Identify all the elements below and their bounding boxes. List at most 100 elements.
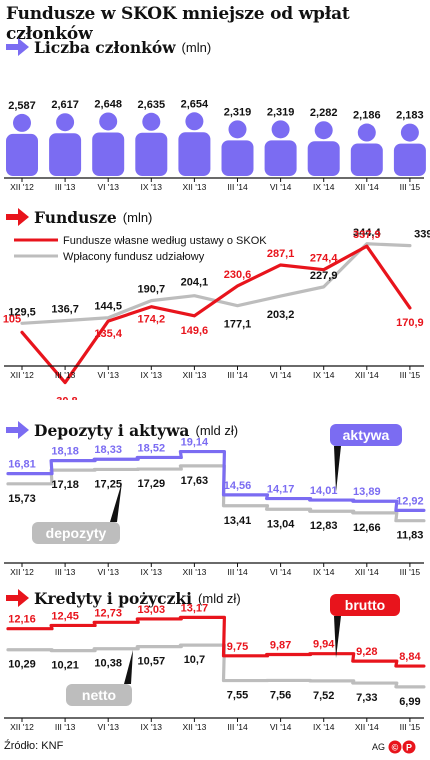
funds-title: Fundusze xyxy=(34,207,117,227)
source-note: Źródło: KNF xyxy=(4,740,64,752)
legend-label: Wpłacony fundusz udziałowy xyxy=(63,251,205,263)
data-label: 129,5 xyxy=(8,306,36,318)
svg-text:P: P xyxy=(406,743,412,753)
data-label: 230,6 xyxy=(224,269,252,281)
member-bar-head xyxy=(185,112,204,131)
member-bar-head xyxy=(314,121,333,140)
x-tick-label: XII '14 xyxy=(355,722,379,732)
series-callout-box xyxy=(32,522,120,544)
x-tick-label: XII '14 xyxy=(355,182,379,192)
x-tick-label: IX '14 xyxy=(313,722,335,732)
x-tick-label: XII '13 xyxy=(182,722,206,732)
x-tick-label: IX '13 xyxy=(141,182,163,192)
series-callout-box xyxy=(66,684,132,706)
loans-unit: (mld zł) xyxy=(198,590,241,606)
data-label: 9,28 xyxy=(356,646,377,658)
data-label: 13,41 xyxy=(224,515,252,527)
x-tick-label: IX '13 xyxy=(141,567,163,577)
data-label: 344,4 xyxy=(353,228,381,239)
member-value-label: 2,648 xyxy=(94,98,122,110)
x-tick-label: XII '14 xyxy=(355,370,379,380)
x-tick-label: IX '14 xyxy=(313,370,335,380)
x-tick-label: XII '12 xyxy=(10,567,34,577)
legend-label: Fundusze własne według ustawy o SKOK xyxy=(63,235,267,247)
x-tick-label: IX '13 xyxy=(141,370,163,380)
series-callout-label: netto xyxy=(82,687,116,703)
x-tick-label: III '15 xyxy=(400,370,421,380)
members-chart: 2,587 2,617 2,648 2,635 2,654 2,319 2,319 2,282… xyxy=(4,98,426,192)
x-tick-label: VI '13 xyxy=(97,722,119,732)
data-label: 204,1 xyxy=(181,277,209,289)
data-label: 12,66 xyxy=(353,522,381,534)
data-label: 10,21 xyxy=(51,660,79,672)
data-label: 14,17 xyxy=(267,484,295,496)
data-label: 9,75 xyxy=(227,641,248,653)
data-label: 9,94 xyxy=(313,639,335,651)
members-unit: (mln) xyxy=(181,39,212,55)
data-label: 18,52 xyxy=(138,442,166,454)
member-bar xyxy=(350,143,383,176)
x-tick-label: III '13 xyxy=(55,567,76,577)
infographic-title: Fundusze w SKOK mniejsze od wpłat członk… xyxy=(6,4,350,44)
data-label: 17,63 xyxy=(181,475,209,487)
member-value-label: 2,319 xyxy=(224,106,252,118)
x-tick-label: III '15 xyxy=(400,722,421,732)
data-label: 12,92 xyxy=(396,495,424,507)
member-bar-head xyxy=(357,123,376,142)
x-tick-label: III '14 xyxy=(227,370,248,380)
x-tick-label: III '15 xyxy=(400,182,421,192)
loans-chart: 10,29 10,21 10,38 10,57 10,7 7,55 7,56 7,52 7,33… xyxy=(4,594,426,732)
member-value-label: 2,635 xyxy=(138,99,166,111)
series-callout-label: aktywa xyxy=(343,427,390,443)
funds-unit: (mln) xyxy=(122,209,153,225)
member-bar xyxy=(178,132,211,176)
data-label: 10,38 xyxy=(94,658,122,670)
series-callout-box xyxy=(330,594,400,616)
deposits-unit: (mld zł) xyxy=(195,422,239,438)
series-line-primary xyxy=(6,449,426,512)
member-bar-head xyxy=(56,113,75,132)
callout-pointer xyxy=(110,482,122,522)
callout-pointer xyxy=(334,446,341,492)
x-tick-label: VI '14 xyxy=(270,722,292,732)
x-tick-label: III '13 xyxy=(55,722,76,732)
x-tick-label: VI '13 xyxy=(97,182,119,192)
data-label: 14,01 xyxy=(310,485,338,497)
data-label: 10,29 xyxy=(8,659,36,671)
member-value-label: 2,587 xyxy=(8,100,36,112)
member-bar xyxy=(307,141,340,176)
x-tick-label: VI '14 xyxy=(270,567,292,577)
x-tick-label: III '13 xyxy=(55,182,76,192)
member-bar xyxy=(393,143,426,176)
data-label: 177,1 xyxy=(224,319,252,331)
data-label: 7,55 xyxy=(227,690,248,702)
data-label: 144,5 xyxy=(94,301,122,313)
member-bar-head xyxy=(13,113,31,132)
data-label: 227,9 xyxy=(310,270,338,282)
member-bar-head xyxy=(142,112,161,131)
data-label: 7,52 xyxy=(313,690,334,702)
arrow-right-icon xyxy=(6,589,29,607)
data-label: 170,9 xyxy=(396,317,424,329)
svg-text:©: © xyxy=(392,743,399,753)
member-bar-head xyxy=(228,120,247,139)
x-tick-label: XII '13 xyxy=(182,370,206,380)
data-label: 105 xyxy=(3,313,21,325)
data-label: 339,3 xyxy=(414,229,430,241)
series-callout-label: depozyty xyxy=(46,525,107,541)
x-tick-label: VI '14 xyxy=(270,370,292,380)
data-label: 190,7 xyxy=(138,284,166,296)
x-tick-label: III '14 xyxy=(227,567,248,577)
x-tick-label: III '14 xyxy=(227,722,248,732)
x-tick-label: VI '13 xyxy=(97,567,119,577)
loans-title: Kredyty i pożyczki xyxy=(34,588,193,608)
x-tick-label: VI '14 xyxy=(270,182,292,192)
series-line-primary xyxy=(20,244,412,385)
member-value-label: 2,183 xyxy=(396,110,424,122)
x-tick-label: III '14 xyxy=(227,182,248,192)
member-bar xyxy=(264,140,297,176)
member-bar-head xyxy=(400,123,419,142)
member-value-label: 2,617 xyxy=(51,99,79,111)
data-label: 13,17 xyxy=(181,602,209,614)
funds-chart: 129,5 136,7 144,5 190,7 204,1 177,1 203,2 227,9… xyxy=(3,228,430,400)
